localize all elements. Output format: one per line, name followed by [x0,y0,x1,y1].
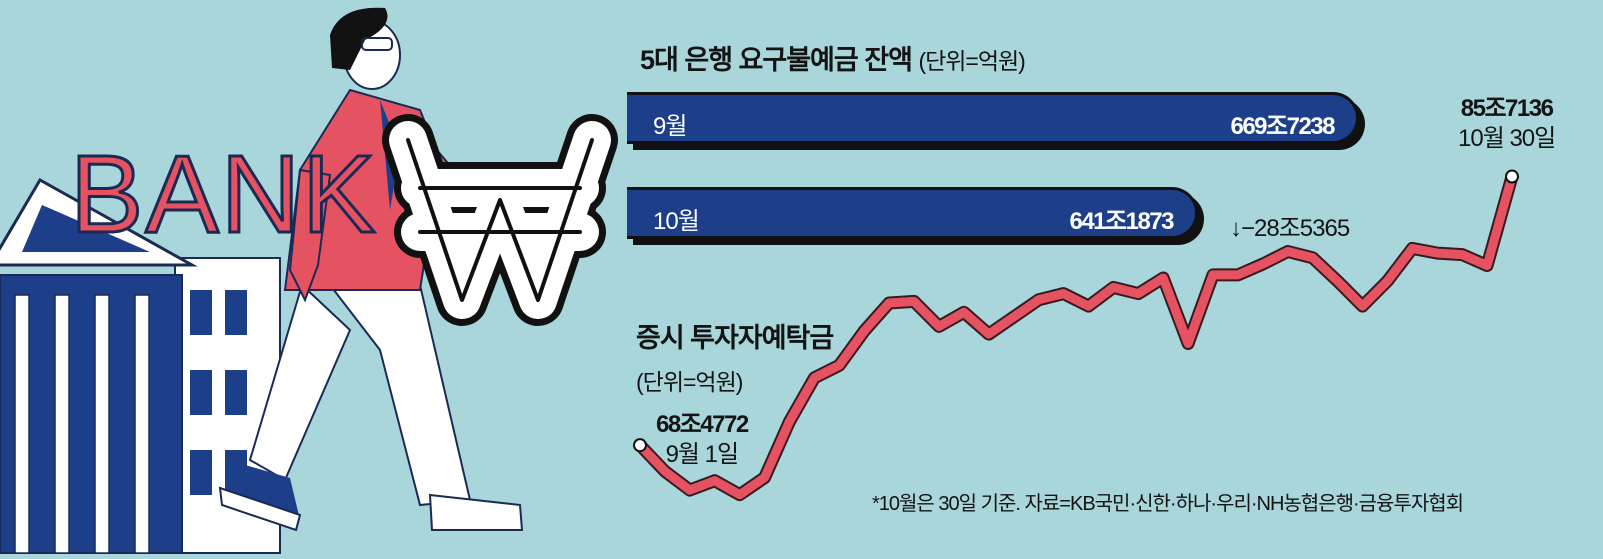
bank-building-icon [0,177,281,554]
deposit-chart-title: 5대 은행 요구불예금 잔액 (단위=억원) [640,38,1026,77]
series-line [635,172,1517,500]
end-value: 85조7136 [1460,95,1554,122]
title-unit: (단위=억원) [918,48,1025,74]
start-value: 68조4772 [656,411,749,438]
bar-category-label: 10월 [653,208,700,235]
title-text: 5대 은행 요구불예금 잔액 [640,45,913,75]
end-date: 10월 30일 [1458,125,1556,152]
source-footnote: *10월은 30일 기준. 자료=KB국민·신한·하나·우리·NH농협은행·금융… [872,493,1464,515]
data-point-marker [633,438,647,453]
subchart-title: 증시 투자자예탁금 (단위=억원) [636,316,834,397]
bar-value-label: 641조1873 [1069,208,1174,235]
bar-category-label: 9월 [653,113,687,140]
data-point-marker [1505,169,1519,184]
series-line-outline [633,170,1519,502]
start-date: 9월 1일 [665,441,740,468]
bar-value-label: 669조7238 [1230,113,1335,140]
bar-2: 10월 641조1873 [627,187,1198,239]
start-annotation: 68조4772 9월 1일 [656,410,749,470]
bank-sign: BANK [69,133,378,256]
end-annotation: 85조7136 10월 30일 [1458,94,1556,154]
subchart-title-text: 증시 투자자예탁금 [636,323,834,353]
subchart-unit: (단위=억원) [636,369,743,395]
change-label: ↓−28조5365 [1230,215,1350,242]
won-symbol-icon [382,114,618,326]
bar-1: 9월 669조7238 [627,92,1359,144]
